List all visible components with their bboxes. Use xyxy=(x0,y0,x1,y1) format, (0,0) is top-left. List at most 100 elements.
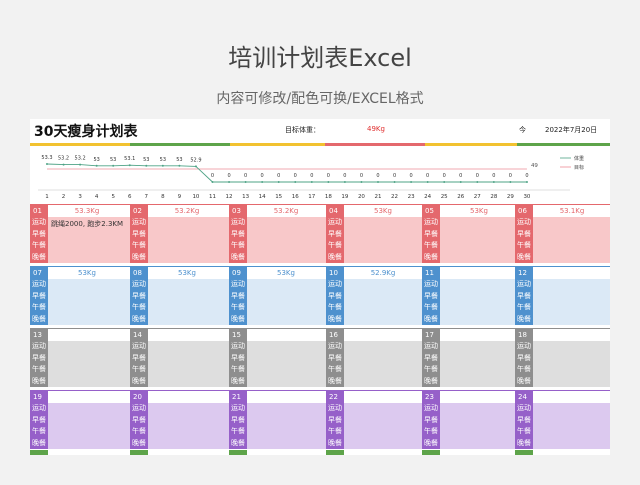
day-number: 23 xyxy=(422,391,440,404)
day-weight[interactable]: 53Kg xyxy=(78,269,96,277)
weight-data-label: 53 xyxy=(143,157,149,163)
day-weight[interactable] xyxy=(444,391,514,404)
x-tick-label: 13 xyxy=(242,194,249,200)
x-tick-label: 3 xyxy=(78,194,82,200)
meal-label: 运动 xyxy=(517,342,531,350)
day-weight[interactable]: 53.2Kg xyxy=(174,207,200,215)
color-bar-yellow-right xyxy=(425,143,517,146)
weight-point xyxy=(244,181,247,183)
day-weight[interactable] xyxy=(152,329,222,342)
meal-labels: 运动 早餐 午餐 晚餐 xyxy=(515,341,533,387)
meal-labels: 运动 早餐 午餐 晚餐 xyxy=(30,403,48,449)
day-weight[interactable] xyxy=(251,329,321,342)
day-weight[interactable]: 53.1Kg xyxy=(559,207,585,215)
day-number: 15 xyxy=(229,329,247,342)
meal-label: 运动 xyxy=(517,218,531,226)
meal-label: 早餐 xyxy=(231,353,245,362)
meal-label: 晚餐 xyxy=(424,252,438,261)
meal-label: 晚餐 xyxy=(132,438,146,447)
meal-label: 早餐 xyxy=(328,353,342,362)
weight-data-label: 0 xyxy=(410,173,413,179)
meal-label: 晚餐 xyxy=(328,438,342,447)
meal-label: 午餐 xyxy=(231,241,245,249)
meal-label: 早餐 xyxy=(231,291,245,300)
day-weight[interactable] xyxy=(537,329,607,342)
meal-label: 晚餐 xyxy=(231,438,245,447)
meal-labels: 运动 早餐 午餐 晚餐 xyxy=(229,341,247,387)
meal-label: 早餐 xyxy=(424,229,438,238)
target-weight-value[interactable]: 49Kg xyxy=(367,125,385,133)
weight-data-label: 53.1 xyxy=(124,156,135,162)
day-weight[interactable]: 53Kg xyxy=(374,207,392,215)
today-date[interactable]: 2022年7月20日 xyxy=(545,126,598,134)
x-tick-label: 18 xyxy=(325,194,332,200)
meal-label: 晚餐 xyxy=(32,252,46,261)
day-weight[interactable] xyxy=(52,329,122,342)
weight-point xyxy=(228,181,231,183)
weight-point xyxy=(393,181,396,183)
meal-label: 早餐 xyxy=(424,291,438,300)
weight-point xyxy=(178,164,181,167)
day-number: 04 xyxy=(326,205,344,218)
meal-label: 运动 xyxy=(32,342,46,350)
day-weight[interactable]: 52.9Kg xyxy=(370,269,396,277)
x-tick-label: 23 xyxy=(408,194,415,200)
weight-data-label: 0 xyxy=(211,173,214,179)
day-weight[interactable] xyxy=(52,391,122,404)
weight-series-line xyxy=(46,163,527,183)
next-week-strip xyxy=(130,450,148,455)
meal-labels: 运动 早餐 午餐 晚餐 xyxy=(130,341,148,387)
day-weight[interactable] xyxy=(444,267,514,280)
week-divider xyxy=(30,266,610,267)
day-weight[interactable] xyxy=(348,391,418,404)
weight-point xyxy=(46,163,48,165)
day-weight[interactable]: 53.2Kg xyxy=(273,207,299,215)
meal-label: 晚餐 xyxy=(132,376,146,385)
meal-label: 晚餐 xyxy=(328,314,342,323)
meal-label: 运动 xyxy=(517,280,531,288)
weight-point xyxy=(79,163,82,166)
exercise-note[interactable]: 跳绳2000, 跑步2.3KM xyxy=(51,220,124,228)
day-number: 19 xyxy=(30,391,48,404)
day-number: 05 xyxy=(422,205,440,218)
day-weight[interactable] xyxy=(444,329,514,342)
meal-label: 午餐 xyxy=(424,241,438,249)
day-weight[interactable] xyxy=(251,391,321,404)
week-divider xyxy=(30,328,610,329)
day-weight[interactable]: 53.3Kg xyxy=(74,207,100,215)
weight-point xyxy=(161,164,164,167)
meal-label: 晚餐 xyxy=(517,438,531,447)
day-weight[interactable]: 53Kg xyxy=(178,269,196,277)
meal-label: 运动 xyxy=(328,218,342,226)
day-weight[interactable] xyxy=(537,391,607,404)
weight-point xyxy=(128,164,131,167)
day-weight[interactable]: 53Kg xyxy=(277,269,295,277)
x-tick-label: 9 xyxy=(178,194,182,200)
meal-label: 运动 xyxy=(132,218,146,226)
x-tick-label: 25 xyxy=(441,194,448,200)
meal-label: 午餐 xyxy=(231,427,245,435)
today-label: 今 xyxy=(519,126,526,134)
weight-data-label: 0 xyxy=(227,173,230,179)
weight-point xyxy=(310,181,313,183)
meal-label: 午餐 xyxy=(328,365,342,373)
meal-labels: 运动 早餐 午餐 晚餐 xyxy=(515,403,533,449)
color-bar-red xyxy=(325,143,425,146)
meal-labels: 运动 早餐 午餐 晚餐 xyxy=(229,403,247,449)
meal-label: 运动 xyxy=(424,342,438,350)
day-weight[interactable] xyxy=(537,267,607,280)
meal-label: 午餐 xyxy=(32,427,46,435)
weight-point xyxy=(443,181,446,183)
day-weight[interactable] xyxy=(348,329,418,342)
weight-point xyxy=(145,164,148,167)
day-number: 16 xyxy=(326,329,344,342)
meal-label: 午餐 xyxy=(517,303,531,311)
meal-label: 早餐 xyxy=(32,415,46,424)
day-weight[interactable] xyxy=(152,391,222,404)
next-week-strip xyxy=(422,450,440,455)
sheet-title[interactable]: 30天瘦身计划表 xyxy=(34,124,138,140)
weight-point xyxy=(410,181,413,183)
x-tick-label: 7 xyxy=(145,194,149,200)
meal-label: 运动 xyxy=(424,218,438,226)
day-weight[interactable]: 53Kg xyxy=(470,207,488,215)
